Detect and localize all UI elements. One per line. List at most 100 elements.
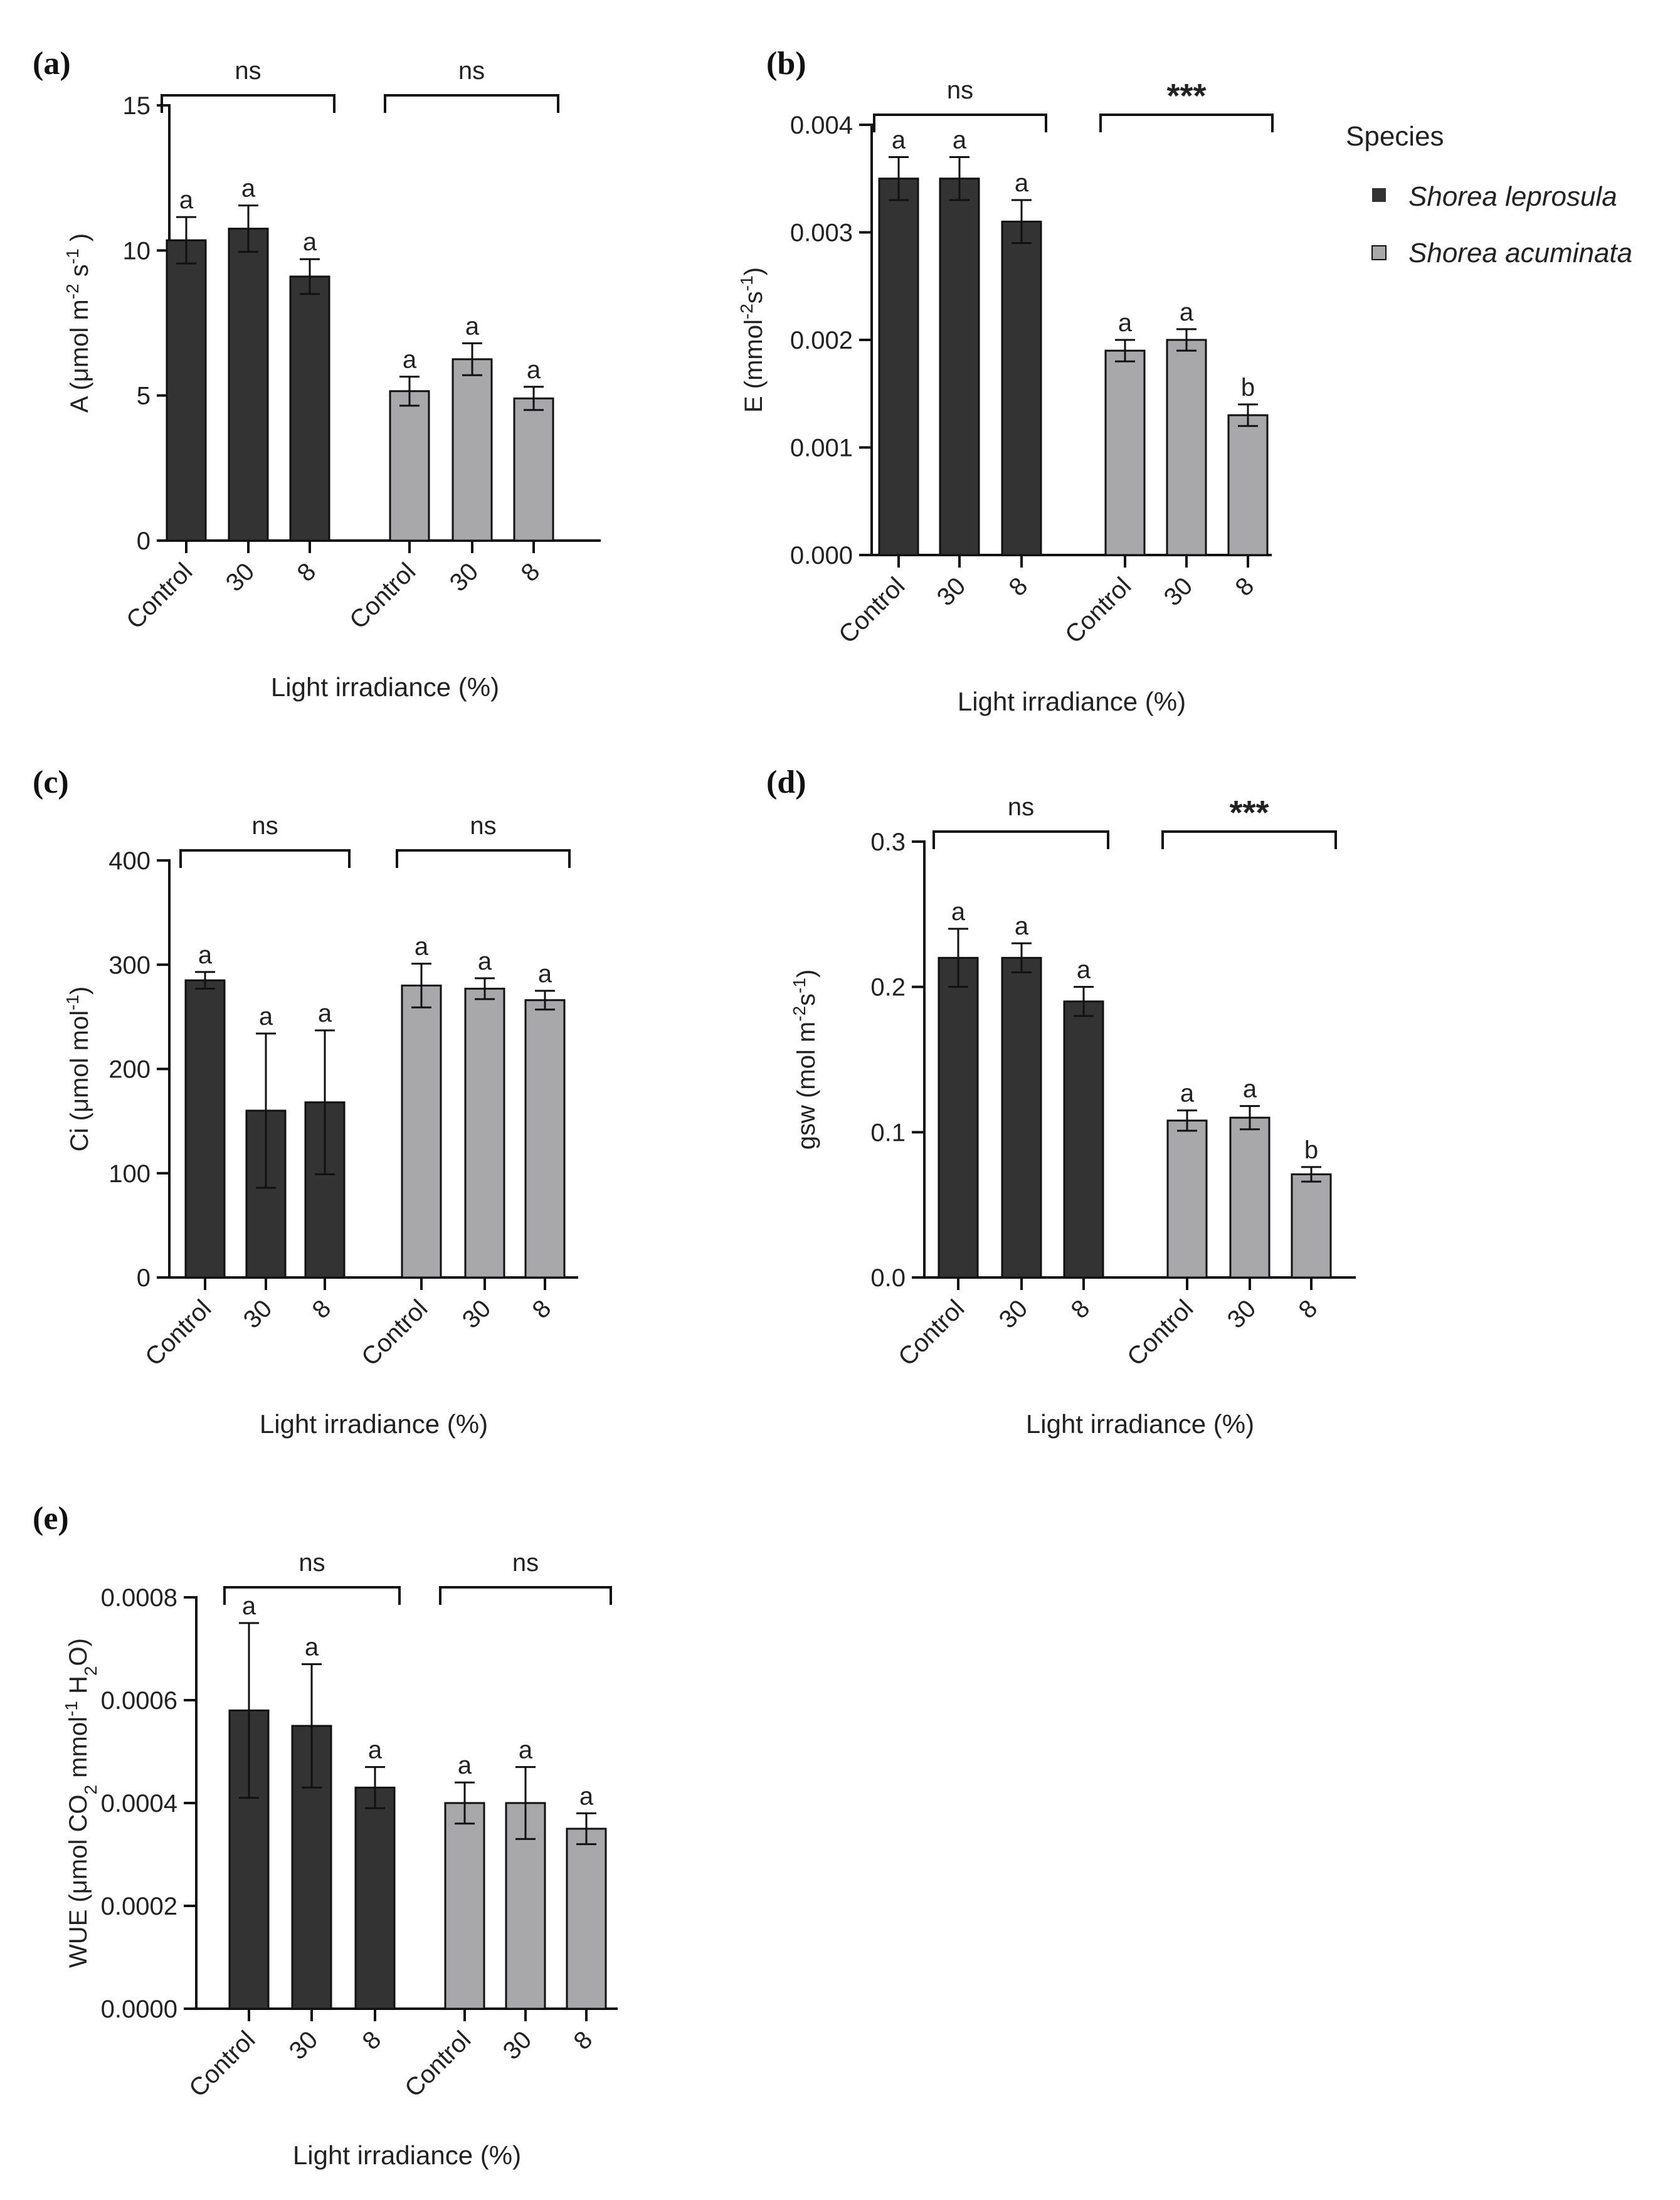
- x-axis-label: Light irradiance (%): [958, 687, 1186, 716]
- x-tick-label: 30: [1159, 572, 1198, 611]
- x-tick-label: 30: [498, 2026, 537, 2065]
- significance-letter: a: [198, 941, 213, 969]
- significance-letter: a: [1077, 956, 1091, 984]
- bar: [389, 390, 430, 542]
- significance-letter: b: [1241, 374, 1255, 401]
- significance-letter: a: [465, 312, 480, 340]
- significance-bracket: [384, 94, 559, 113]
- significance-bracket: [1099, 114, 1274, 132]
- significance-label: ns: [470, 812, 496, 840]
- x-tick-label: 8: [292, 558, 322, 587]
- significance-label: ns: [512, 1549, 539, 1577]
- significance-letter: a: [1180, 1080, 1195, 1108]
- chart-panel-a: (a) 0 5 10 15 A (μmol m-2 s-1 ) a Control a 30 a 8 a…: [33, 46, 601, 702]
- x-tick-label: 30: [994, 1294, 1033, 1334]
- y-axis-label: A (μmol m-2 s-1 ): [63, 233, 94, 413]
- bar: [939, 177, 980, 556]
- significance-label: ns: [947, 77, 973, 104]
- bar: [938, 956, 979, 1279]
- significance-label: ns: [1008, 793, 1034, 821]
- y-tick-label: 400: [108, 847, 151, 875]
- bar: [1104, 349, 1146, 556]
- bar: [1001, 220, 1042, 556]
- significance-letter: a: [1118, 309, 1133, 337]
- y-tick-label: 0.0006: [101, 1687, 177, 1715]
- bar: [354, 1786, 396, 2010]
- significance-letter: a: [403, 346, 417, 374]
- y-tick-label: 0.002: [790, 327, 853, 354]
- bar: [1166, 1119, 1208, 1279]
- y-tick-label: 0.004: [790, 112, 853, 139]
- bar: [184, 979, 226, 1279]
- panel-label: (d): [766, 764, 806, 800]
- y-tick-label: 0.3: [870, 828, 906, 856]
- significance-letter: a: [305, 1634, 319, 1661]
- x-tick-label: Control: [1060, 572, 1136, 648]
- significance-letter: a: [1015, 169, 1029, 197]
- significance-letter: a: [527, 356, 541, 384]
- significance-letter: a: [478, 948, 492, 975]
- significance-bracket: [932, 830, 1109, 849]
- y-tick-label: 0.0: [870, 1264, 906, 1292]
- chart-panel-b: (b) 0.000 0.001 0.002 0.003 0.004 E (mmol-2s-1…: [737, 46, 1274, 716]
- legend: Species Shorea leprosula Shorea acuminat…: [1346, 121, 1632, 268]
- bar: [566, 1827, 607, 2010]
- x-tick-label: 30: [284, 2026, 324, 2065]
- significance-bracket: [161, 94, 335, 113]
- significance-bracket: [223, 1586, 401, 1605]
- y-tick-label: 0.003: [790, 219, 853, 247]
- chart-panel-c: (c) 0 100 200 300 400 Ci (μmol mol-1) a Control a…: [33, 764, 578, 1439]
- y-axis-label: E (mmol-2s-1): [737, 267, 768, 413]
- significance-letter: a: [951, 898, 966, 926]
- legend-swatch-acuminata: [1371, 245, 1387, 260]
- significance-label: ns: [235, 57, 261, 85]
- significance-bracket: [1161, 830, 1337, 849]
- bar: [401, 985, 442, 1279]
- panel-label: (b): [766, 46, 806, 82]
- x-tick-label: Control: [833, 572, 910, 648]
- significance-letter: a: [179, 186, 194, 214]
- y-tick-label: 300: [108, 951, 151, 979]
- y-tick-label: 5: [137, 383, 151, 410]
- significance-letter: a: [1180, 299, 1194, 326]
- x-tick-label: Control: [399, 2026, 476, 2102]
- x-tick-label: Control: [344, 558, 421, 634]
- y-axis-label: WUE (μmol CO2 mmol-1 H2O): [61, 1638, 100, 1968]
- legend-swatch-leprosula: [1372, 188, 1386, 202]
- x-tick-label: 8: [516, 558, 546, 587]
- x-tick-label: 30: [1222, 1294, 1262, 1334]
- y-tick-label: 0.0000: [101, 1996, 177, 2023]
- y-tick-label: 0: [137, 1264, 151, 1292]
- y-tick-label: 0.000: [790, 542, 853, 569]
- bar: [1227, 414, 1269, 556]
- significance-letter: a: [1015, 912, 1029, 940]
- y-tick-label: 0.001: [790, 435, 853, 462]
- significance-letter: a: [579, 1782, 594, 1810]
- significance-letter: a: [259, 1003, 273, 1030]
- bar: [228, 228, 269, 542]
- significance-letter: a: [953, 126, 967, 154]
- legend-label-leprosula: Shorea leprosula: [1408, 181, 1617, 212]
- y-tick-label: 100: [108, 1160, 151, 1188]
- bar: [1166, 339, 1207, 556]
- y-tick-label: 0.0002: [101, 1893, 177, 1920]
- bar: [513, 397, 554, 542]
- significance-label: ns: [251, 812, 278, 840]
- x-tick-label: 8: [527, 1294, 557, 1324]
- x-axis-label: Light irradiance (%): [260, 1409, 488, 1439]
- y-axis-label: gsw (mol m-2s-1): [790, 970, 821, 1150]
- bar: [1063, 1000, 1104, 1279]
- significance-letter: a: [368, 1737, 383, 1764]
- panel-label: (a): [33, 46, 71, 82]
- x-axis-label: Light irradiance (%): [271, 672, 499, 702]
- significance-bracket: [396, 849, 571, 868]
- y-tick-label: 15: [123, 92, 151, 120]
- bar: [444, 1802, 485, 2010]
- significance-letter: a: [519, 1737, 533, 1764]
- x-tick-label: Control: [140, 1294, 216, 1371]
- y-tick-label: 10: [123, 237, 151, 265]
- x-tick-label: Control: [184, 2026, 260, 2102]
- x-tick-label: 30: [932, 572, 971, 611]
- y-tick-label: 0.2: [870, 974, 906, 1002]
